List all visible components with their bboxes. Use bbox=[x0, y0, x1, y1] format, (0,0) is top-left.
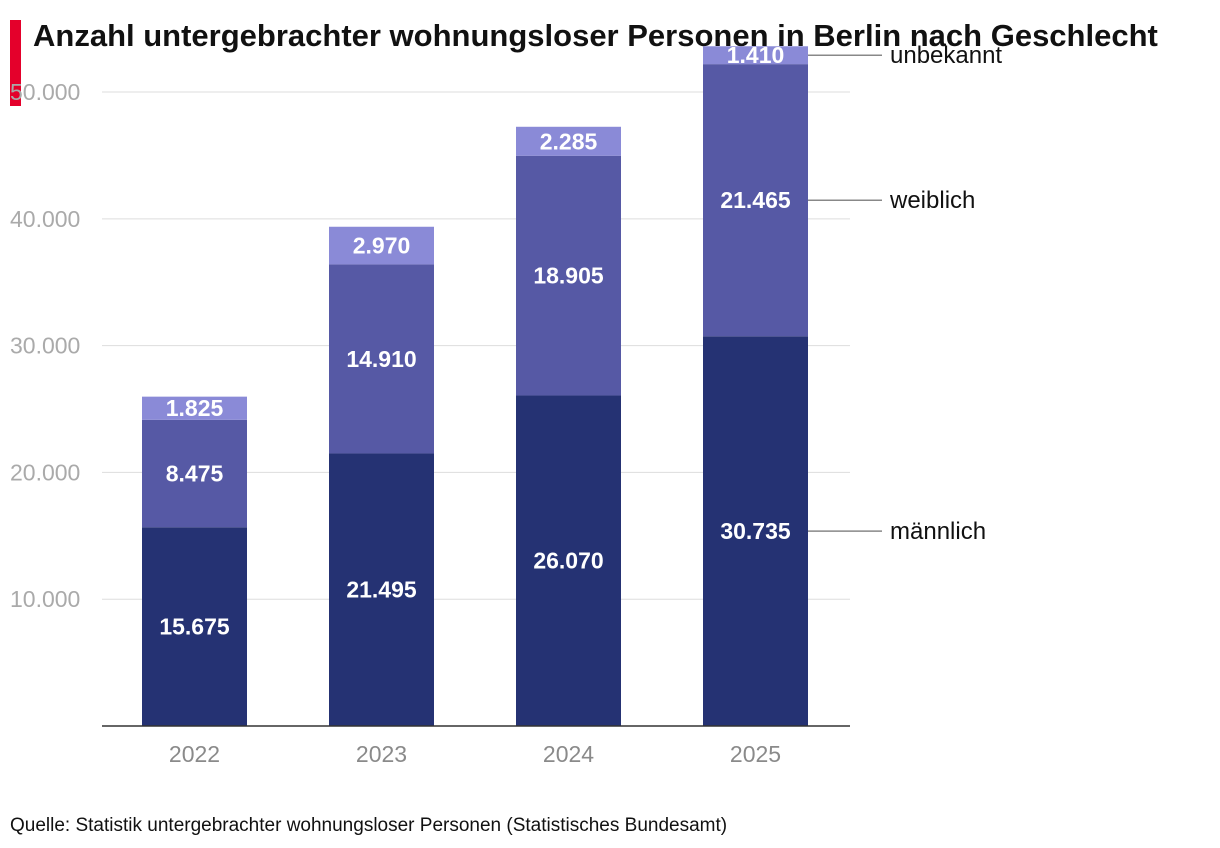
data-label: 30.735 bbox=[720, 518, 791, 544]
data-label: 2.285 bbox=[540, 128, 598, 154]
data-label: 18.905 bbox=[533, 263, 604, 289]
data-label: 2.970 bbox=[353, 233, 411, 259]
y-tick-label: 30.000 bbox=[10, 333, 80, 359]
bar-weiblich-2022 bbox=[142, 419, 247, 528]
stacked-bar-chart: 15.675 21.495 26.070 30.735 8.475 14.910 18.90… bbox=[10, 42, 1002, 767]
bar-weiblich-2023 bbox=[329, 264, 434, 454]
chart-title: Anzahl untergebrachter wohnungsloser Per… bbox=[33, 18, 1158, 53]
legend-label-weiblich: weiblich bbox=[889, 187, 975, 214]
data-label: 1.410 bbox=[727, 42, 785, 68]
bar-männlich-2023 bbox=[329, 453, 434, 726]
y-tick-label: 10.000 bbox=[10, 586, 80, 612]
legend: männlich weiblich unbekannt bbox=[808, 42, 1002, 545]
data-label: 8.475 bbox=[166, 461, 224, 487]
bars bbox=[142, 46, 808, 726]
source-note: Quelle: Statistik untergebrachter wohnun… bbox=[10, 815, 728, 836]
bar-unbekannt-2024 bbox=[516, 126, 621, 156]
bar-weiblich-2025 bbox=[703, 64, 808, 337]
data-labels: 15.675 21.495 26.070 30.735 8.475 14.910 18.90… bbox=[159, 42, 791, 639]
axes: 10.000 20.000 30.000 40.000 50.000 2022 2023 20… bbox=[10, 79, 850, 767]
data-label: 21.495 bbox=[346, 577, 417, 603]
bar-männlich-2024 bbox=[516, 395, 621, 726]
y-tick-label: 40.000 bbox=[10, 206, 80, 232]
y-tick-label: 50.000 bbox=[10, 79, 80, 105]
x-tick-label: 2024 bbox=[543, 741, 594, 767]
y-tick-label: 20.000 bbox=[10, 459, 80, 485]
title-accent-bar bbox=[10, 20, 21, 106]
legend-label-unbekannt: unbekannt bbox=[890, 42, 1002, 69]
x-tick-label: 2025 bbox=[730, 741, 781, 767]
x-tick-label: 2022 bbox=[169, 741, 220, 767]
bar-unbekannt-2025 bbox=[703, 46, 808, 65]
data-label: 1.825 bbox=[166, 395, 224, 421]
data-label: 26.070 bbox=[533, 548, 603, 574]
data-label: 21.465 bbox=[720, 187, 791, 213]
bar-unbekannt-2022 bbox=[142, 396, 247, 420]
data-label: 15.675 bbox=[159, 614, 230, 640]
bar-männlich-2025 bbox=[703, 336, 808, 726]
data-label: 14.910 bbox=[346, 346, 416, 372]
legend-label-männlich: männlich bbox=[890, 518, 986, 545]
bar-weiblich-2024 bbox=[516, 155, 621, 396]
bar-männlich-2022 bbox=[142, 527, 247, 726]
x-tick-label: 2023 bbox=[356, 741, 407, 767]
bar-unbekannt-2023 bbox=[329, 226, 434, 265]
